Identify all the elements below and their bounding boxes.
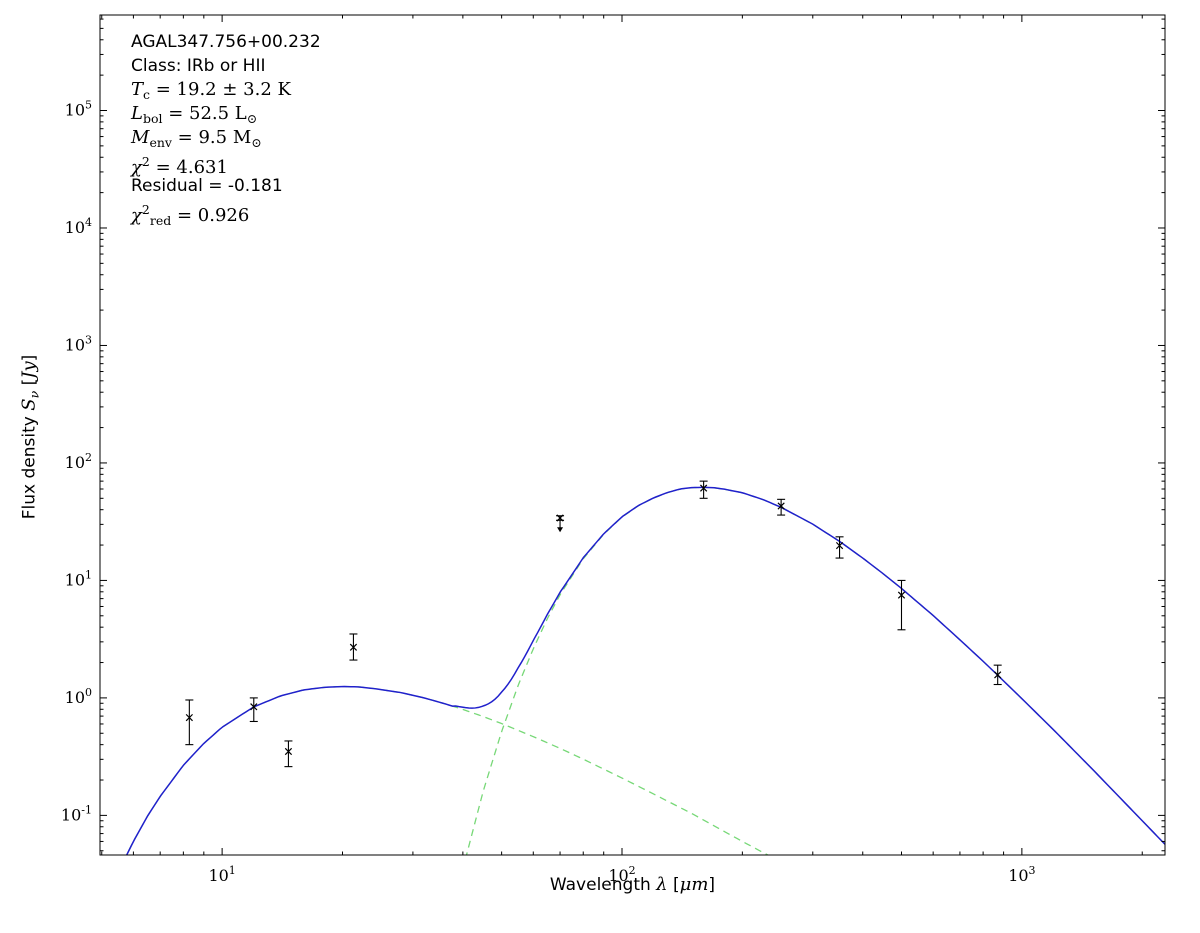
annotation-line-8-segment: 2 (141, 202, 150, 217)
annotation-line-6-segment: χ (131, 157, 142, 178)
y-tick-label: 100 (65, 686, 92, 707)
y-axis-label-segment: Flux density (19, 410, 40, 520)
x-axis-label-segment: Wavelength (549, 875, 657, 895)
data-point (284, 740, 293, 768)
x-axis-label-segment: λ (656, 874, 668, 895)
data-point (249, 697, 258, 723)
y-axis-label-segment: S (18, 398, 40, 411)
annotation-line-1-segment: AGAL347.756+00.232 (131, 32, 321, 52)
annotation-line-7: Residual = -0.181 (131, 174, 321, 198)
plot-border (99, 14, 1166, 856)
annotation-line-4-segment: L (131, 103, 143, 124)
annotation-line-6: χ2 = 4.631 (131, 150, 321, 178)
annotation-line-3-segment: c (143, 87, 151, 102)
model-total-curve (125, 486, 1165, 855)
data-point (897, 579, 906, 631)
annotation-line-8-segment: = 0.926 (171, 205, 250, 226)
y-tick-label: 105 (65, 99, 92, 120)
annotation-line-2-segment: Class: IRb or HII (131, 56, 266, 76)
x-marker (994, 671, 1002, 679)
cold-component-curve (465, 486, 1165, 855)
annotation-line-6-segment: 2 (141, 154, 150, 169)
data-point (835, 536, 844, 559)
y-tick-label: 103 (65, 333, 92, 354)
x-axis-label-segment: μm (679, 874, 709, 895)
annotation-line-5-segment: ⊙ (251, 135, 262, 150)
y-tick-label: 104 (65, 216, 92, 237)
y-axis-label-segment: [ (19, 378, 40, 391)
data-point (349, 633, 358, 661)
data-point (777, 498, 786, 516)
annotation-line-3-segment: T (131, 79, 144, 100)
y-tick-label: 101 (65, 568, 92, 589)
x-marker (250, 703, 258, 711)
y-tick-label: 10-1 (61, 803, 92, 824)
x-axis-label-segment: ] (708, 875, 716, 895)
annotation-line-4: Lbol = 52.5 L⊙ (131, 102, 321, 126)
annotation-line-5-segment: M (131, 127, 150, 148)
annotation-line-1: AGAL347.756+00.232 (131, 30, 321, 54)
y-tick-label: 102 (65, 451, 92, 472)
annotation-line-4-segment: = 52.5 L (162, 103, 247, 124)
y-axis-label: Flux density Sν [Jy] (19, 355, 42, 520)
x-marker (699, 484, 708, 492)
x-axis-label: Wavelength λ [μm] (100, 874, 1165, 895)
y-axis-label-segment: Jy (18, 361, 40, 379)
annotation-line-2: Class: IRb or HII (131, 54, 321, 78)
x-marker (777, 502, 785, 510)
y-axis-label-segment: ν (26, 390, 42, 399)
annotation-line-5-segment: = 9.5 M (171, 127, 252, 148)
x-marker (349, 643, 358, 651)
data-point (185, 699, 194, 746)
x-axis-label-segment: [ (667, 875, 680, 895)
annotation-line-8-segment: χ (131, 205, 142, 226)
annotation-line-5-segment: env (149, 135, 172, 150)
y-axis-label-segment: ] (19, 354, 40, 362)
x-marker (284, 747, 293, 756)
x-marker (897, 591, 906, 599)
plot-area (125, 486, 1165, 855)
annotation-block: AGAL347.756+00.232 Class: IRb or HII Tc = … (131, 30, 321, 228)
annotation-line-8-segment: red (149, 213, 172, 228)
upper-limit-arrow-head (557, 527, 564, 533)
annotation-line-6-segment: = 4.631 (149, 157, 228, 178)
annotation-line-3-segment: = 19.2 ± 3.2 K (150, 79, 291, 100)
annotation-line-4-segment: bol (142, 111, 163, 126)
annotation-line-5: Menv = 9.5 M⊙ (131, 126, 321, 150)
annotation-line-8: χ2red = 0.926 (131, 198, 321, 228)
annotation-line-3: Tc = 19.2 ± 3.2 K (131, 78, 321, 102)
data-point (556, 514, 565, 533)
data-points (185, 480, 1002, 768)
axis-ticks (100, 15, 1165, 855)
x-marker (556, 514, 564, 522)
x-marker (185, 713, 193, 722)
annotation-line-7-segment: Residual = -0.181 (131, 176, 283, 196)
annotation-line-4-segment: ⊙ (246, 111, 258, 126)
data-point (993, 664, 1002, 686)
data-point (699, 480, 708, 499)
x-marker (835, 541, 844, 550)
